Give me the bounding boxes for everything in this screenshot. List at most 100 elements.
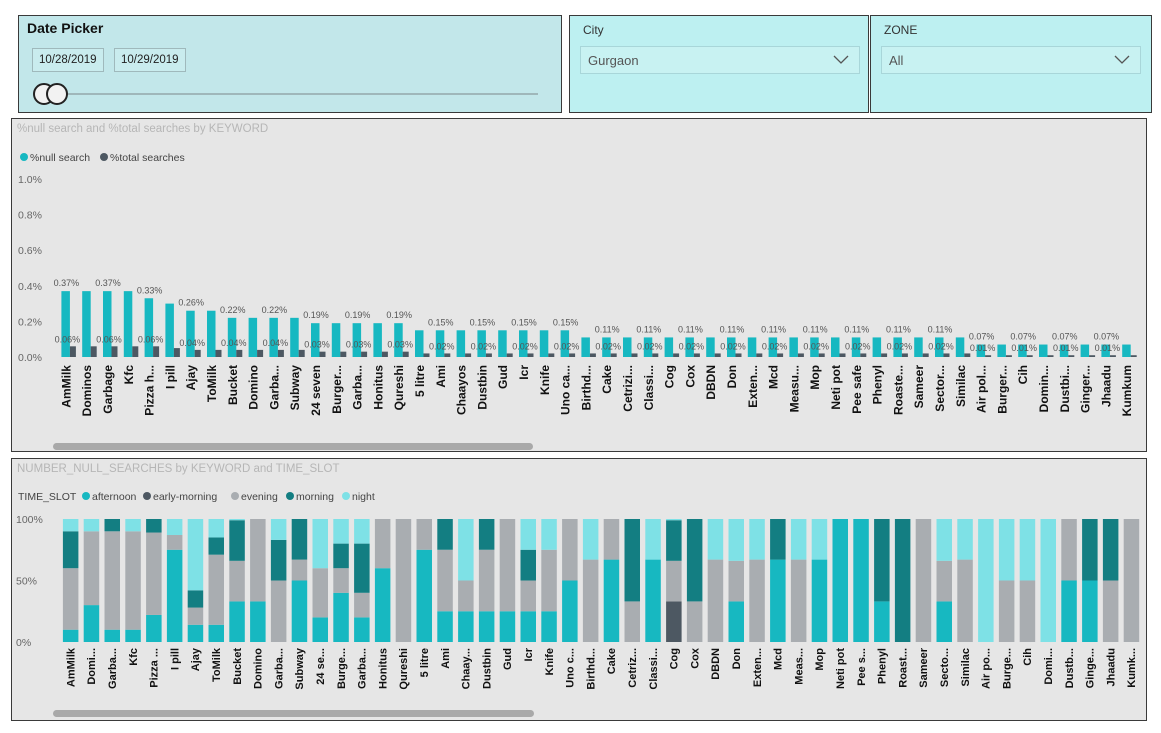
data-label-total-searches: 0.01% [1095,343,1121,353]
x-tick-label: Pizza h... [143,365,157,416]
stack-segment-morning [874,519,890,602]
bar-total-searches [215,349,222,357]
stack-segment-morning [146,519,162,533]
chart2-scrollbar[interactable] [53,710,534,717]
data-label-null-search: 0.37% [54,278,80,288]
city-dropdown[interactable]: Gurgaon [580,46,860,74]
stack-segment-evening [1019,580,1036,642]
stack-segment-evening [437,549,453,612]
start-date-input[interactable]: 10/28/2019 [32,48,104,72]
legend-label-early-morning: early-morning [153,491,217,503]
x-tick-label: Ajay [190,647,202,671]
stack-segment-night [749,519,765,560]
chart1-scrollbar[interactable] [53,443,533,450]
x-tick-label: Air pol... [975,365,989,413]
stack-segment-evening [83,531,100,606]
stack-segment-night [83,519,100,532]
bar-null-search [165,303,174,357]
data-label-null-search: 0.22% [220,305,246,315]
bar-total-searches [277,349,284,357]
bar-null-search [602,337,611,357]
bar-null-search [331,323,341,357]
zone-dropdown[interactable]: All [881,46,1141,74]
x-tick-label: Icr [517,365,531,380]
stack-segment-afternoon [166,549,183,642]
bar-null-search [1080,344,1090,357]
x-tick-label: Domin... [1037,365,1051,412]
stack-segment-night [270,519,287,540]
x-tick-label: Burger... [330,365,344,414]
x-tick-label: Kfc [122,365,136,385]
data-label-null-search: 0.11% [844,324,869,334]
data-label-total-searches: 0.01% [1011,343,1037,353]
stack-segment-afternoon [770,559,786,642]
stack-segment-morning [1082,519,1098,581]
x-tick-label: Garba... [267,365,281,410]
data-label-total-searches: 0.04% [221,338,247,348]
x-tick-label: Dustbin [481,648,493,689]
bar-null-search [227,317,237,357]
stack-segment-afternoon [603,559,620,642]
legend-swatch-night [342,492,350,500]
bar-total-searches [569,353,576,357]
date-range-track[interactable] [43,93,538,95]
x-tick-label: Air po... [981,648,993,689]
stack-segment-afternoon [499,611,516,642]
bar-total-searches [964,353,971,357]
bar-null-search [851,337,861,357]
stack-segment-night [811,519,828,560]
stack-segment-night [541,519,557,550]
bar-null-search [935,337,944,357]
bar-total-searches [257,349,264,357]
x-tick-label: Burge... [336,648,348,689]
data-label-null-search: 0.11% [636,324,661,334]
end-date-input[interactable]: 10/29/2019 [114,48,186,72]
x-tick-label: Subway [288,365,302,411]
stack-segment-evening [666,560,682,602]
stack-segment-afternoon [853,519,869,642]
x-tick-label: Bucket [226,365,240,405]
data-label-total-searches: 0.06% [55,334,81,344]
bar-null-search [727,337,736,357]
stack-segment-early-morning [666,601,682,642]
bar-total-searches [652,353,659,357]
stack-segment-morning [478,519,495,550]
data-label-null-search: 0.07% [1010,332,1036,342]
x-tick-label: Mcd [773,648,785,670]
bar-total-searches [1130,355,1137,357]
bar-total-searches [194,349,201,357]
bar-null-search [498,330,507,357]
bar-total-searches [69,346,76,357]
x-tick-label: 5 litre [419,648,431,677]
x-tick-label: Kfc [128,648,140,666]
stack-segment-evening [166,534,183,550]
date-range-end-handle[interactable] [46,83,68,105]
y-tick-label: 0.4% [18,281,42,293]
x-tick-label: Pizza ... [149,648,161,688]
bar-null-search [872,337,882,357]
stack-segment-morning [686,519,703,602]
stack-segment-evening [333,568,349,593]
x-tick-label: Sameer [912,365,926,409]
data-label-null-search: 0.07% [1052,332,1078,342]
bar-total-searches [1026,355,1033,357]
stack-segment-evening [541,549,557,612]
city-slicer: City Gurgaon [569,15,869,113]
x-tick-label: Domino [253,648,265,689]
x-tick-label: DBDN [710,648,722,680]
y-tick-label: 100% [16,514,43,526]
stack-segment-night [666,519,682,521]
data-label-total-searches: 0.06% [96,334,122,344]
x-tick-label: Pee s... [856,648,868,686]
bar-total-searches [465,353,472,357]
x-tick-label: Neti pot [829,365,843,410]
bar-null-search [373,323,382,357]
bar-total-searches [735,353,742,357]
x-tick-label: Cog [669,648,681,669]
stack-segment-evening [1061,519,1077,581]
x-tick-label: Domino [247,365,261,410]
bar-total-searches [881,353,888,357]
time-slot-chart: NUMBER_NULL_SEARCHES by KEYWORD and TIME… [11,458,1147,721]
stack-segment-afternoon [333,592,349,642]
data-label-total-searches: 0.02% [512,341,538,351]
